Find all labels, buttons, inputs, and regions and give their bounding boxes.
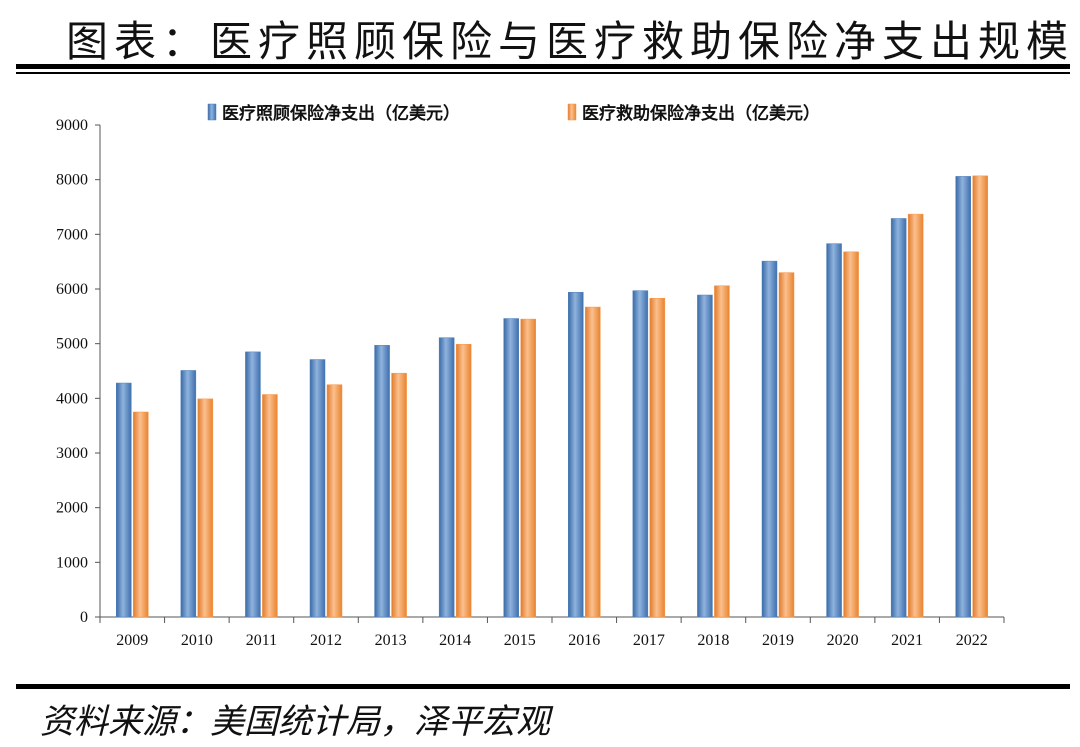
header: 图表：医疗照顾保险与医疗救助保险净支出规模: [16, 0, 1070, 72]
bar-chart: 医疗照顾保险净支出（亿美元） 医疗救助保险净支出（亿美元） 0 1000 2000 30…: [56, 103, 1005, 649]
bar-series-2-2018: [714, 285, 730, 618]
y-tick-label: 1000: [56, 554, 88, 571]
x-tick-label: 2020: [827, 632, 859, 649]
source-note: 资料来源：美国统计局，泽平宏观: [40, 702, 550, 742]
y-tick-label: 5000: [56, 336, 88, 353]
x-tick-label: 2019: [762, 632, 794, 649]
bar-series-1-2019: [761, 260, 778, 618]
bar-series-1-2017: [632, 290, 649, 618]
bar-series-1-2014: [438, 337, 455, 618]
bar-series-1-2010: [180, 370, 197, 618]
bar-series-1-2013: [374, 345, 390, 618]
bar-series-2-2012: [326, 384, 343, 618]
x-tick-label: 2022: [956, 632, 988, 649]
y-tick-label: 8000: [56, 172, 88, 189]
x-tick-label: 2012: [310, 632, 342, 649]
bar-series-2-2011: [262, 394, 278, 618]
bar-series-2-2017: [649, 298, 666, 618]
bar-series-2-2016: [585, 306, 601, 618]
bar-series-2-2020: [843, 251, 859, 618]
bar-series-1-2021: [890, 218, 907, 618]
top-divider-thin: [16, 72, 1070, 74]
bar-series-1-2020: [826, 243, 842, 618]
chart-bars: [116, 175, 988, 618]
top-divider: [16, 64, 1070, 69]
bar-series-2-2019: [778, 272, 795, 618]
bar-series-2-2015: [520, 318, 536, 618]
page-title: 图表：医疗照顾保险与医疗救助保险净支出规模: [66, 17, 1075, 66]
y-tick-label: 6000: [56, 281, 88, 298]
x-tick-label: 2021: [891, 632, 923, 649]
x-tick-label: 2018: [697, 632, 729, 649]
bar-series-1-2009: [116, 382, 132, 618]
bottom-divider: [16, 684, 1070, 689]
bar-series-1-2011: [245, 351, 261, 618]
y-tick-label: 0: [80, 609, 88, 626]
bar-series-2-2021: [907, 213, 924, 618]
x-tick-label: 2013: [375, 632, 407, 649]
y-tick-label: 2000: [56, 500, 88, 517]
y-tick-label: 3000: [56, 445, 88, 462]
y-tick-label: 4000: [56, 390, 88, 407]
y-tick-label: 7000: [56, 226, 88, 243]
bar-series-1-2015: [503, 318, 519, 618]
x-tick-label: 2017: [633, 632, 665, 649]
x-tick-label: 2014: [439, 632, 471, 649]
legend-swatch-2: [567, 103, 577, 121]
bar-series-1-2016: [568, 292, 584, 618]
x-tick-label: 2016: [568, 632, 600, 649]
chart-legend: 医疗照顾保险净支出（亿美元） 医疗救助保险净支出（亿美元）: [207, 103, 820, 124]
x-tick-label: 2015: [504, 632, 536, 649]
legend-label-1: 医疗照顾保险净支出（亿美元）: [222, 103, 460, 124]
x-tick-label: 2009: [116, 632, 148, 649]
x-tick-label: 2011: [246, 632, 277, 649]
chart-axes: 0 1000 2000 3000 4000 5000 6000 7000 8000 9000 200…: [56, 117, 1005, 649]
bar-series-2-2014: [455, 343, 472, 618]
bar-series-1-2012: [309, 359, 326, 618]
legend-swatch-1: [207, 103, 217, 121]
bar-series-2-2009: [133, 411, 149, 618]
bar-series-2-2013: [391, 372, 407, 618]
bar-series-2-2022: [972, 175, 988, 618]
y-tick-label: 9000: [56, 117, 88, 134]
x-tick-label: 2010: [181, 632, 213, 649]
bar-series-2-2010: [197, 398, 214, 618]
legend-label-2: 医疗救助保险净支出（亿美元）: [582, 103, 820, 124]
bar-series-1-2018: [697, 294, 713, 618]
bar-series-1-2022: [955, 176, 971, 618]
